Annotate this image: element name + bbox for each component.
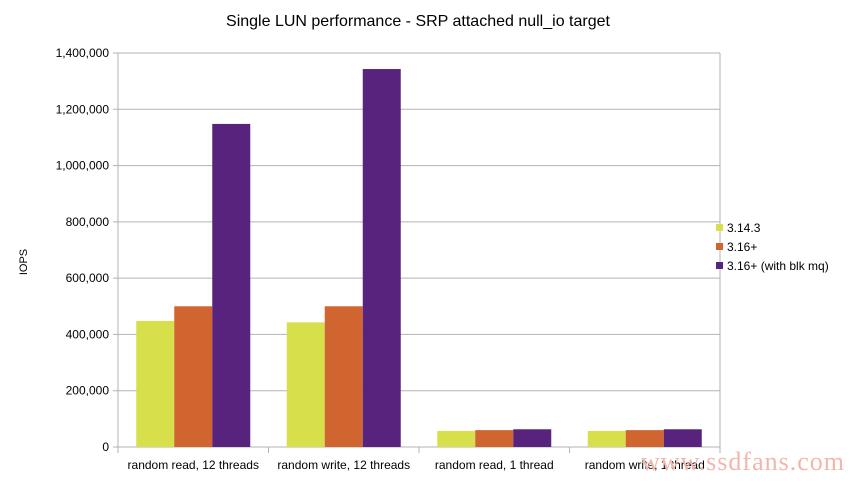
x-tick-label: random read, 12 threads	[128, 458, 259, 472]
legend-label: 3.16+	[727, 240, 757, 254]
bar	[587, 430, 626, 447]
watermark: www.ssdfans.com	[641, 447, 845, 476]
y-tick-label: 1,400,000	[56, 46, 110, 60]
legend: 3.14.3 3.16+ 3.16+ (with blk mq)	[716, 221, 829, 273]
legend-label: 3.14.3	[727, 221, 761, 235]
bar	[212, 123, 251, 448]
legend-swatch	[716, 224, 723, 231]
bar	[663, 429, 702, 447]
bar	[324, 306, 363, 447]
legend-swatch	[716, 243, 723, 250]
y-tick-label: 200,000	[66, 384, 110, 398]
x-tick-label: random write, 12 threads	[277, 458, 410, 472]
bar	[437, 430, 476, 447]
y-tick-label: 1,200,000	[56, 102, 110, 116]
chart-title: Single LUN performance - SRP attached nu…	[226, 13, 610, 30]
tick-labels: 0 200,000 400,000 600,000 800,000 1,000,000 1,…	[56, 46, 705, 472]
y-axis-label: IOPS	[18, 249, 30, 275]
y-tick-label: 0	[102, 440, 109, 454]
legend-label: 3.16+ (with blk mq)	[727, 259, 829, 273]
y-tick-label: 1,000,000	[56, 159, 110, 173]
bar	[286, 322, 325, 447]
y-tick-label: 600,000	[66, 271, 110, 285]
y-tick-label: 400,000	[66, 327, 110, 341]
bar	[174, 306, 213, 447]
bar	[625, 430, 664, 447]
x-tick-label: random read, 1 thread	[435, 458, 554, 472]
x-tick-label: random write, 1 thread	[585, 458, 705, 472]
bars	[136, 69, 702, 448]
bar	[362, 69, 401, 447]
bar	[136, 320, 175, 447]
bar	[513, 429, 552, 447]
bar	[475, 430, 514, 447]
y-tick-label: 800,000	[66, 215, 110, 229]
legend-swatch	[716, 262, 723, 269]
